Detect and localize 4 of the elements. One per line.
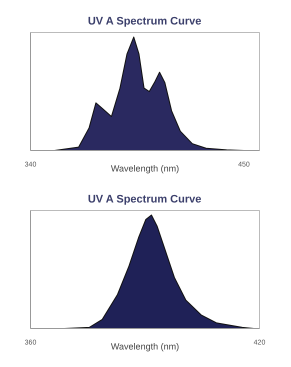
x-axis-title: Wavelength (nm) (110, 342, 180, 352)
x-axis-title: Wavelength (nm) (110, 164, 180, 174)
chart-title: UV A Spectrum Curve (88, 194, 202, 206)
chart-title: UV A Spectrum Curve (88, 16, 202, 28)
